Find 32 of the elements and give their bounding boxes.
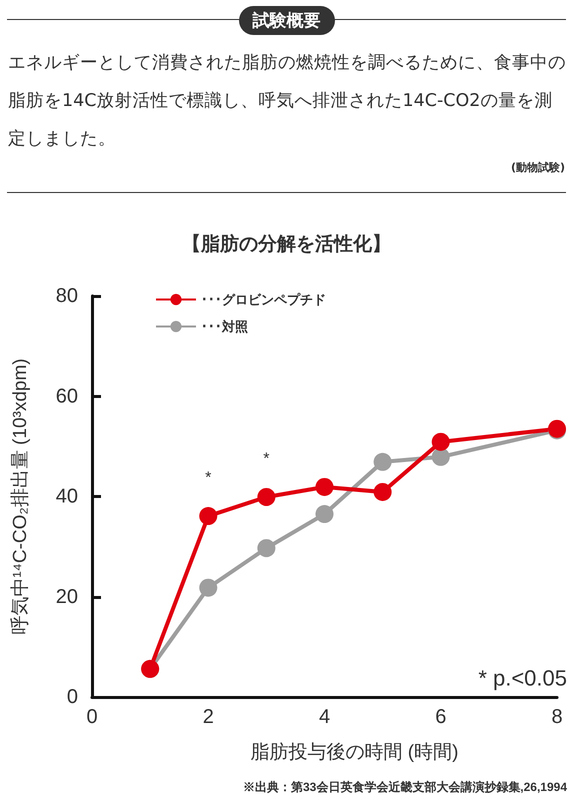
text: (動物試験) (510, 160, 565, 175)
chart-title: 【脂肪の分解を活性化】 (182, 233, 391, 255)
annotation: * p.<0.05 (478, 666, 567, 690)
y-tick-label: 80 (56, 285, 78, 307)
point (316, 478, 334, 496)
point (257, 539, 276, 558)
point (316, 505, 334, 524)
text: 試験概要 (238, 6, 334, 35)
text: エネルギーとして消費された脂肪の燃焼性を調べるために、食事中の脂肪を14C放射活性で標識し、呼気へ排泄された14C-CO2の量を測定しました。 (8, 52, 567, 151)
y-tick-label: 60 (56, 385, 78, 408)
point (374, 452, 392, 471)
y-tick-label: 0 (66, 686, 78, 708)
point (432, 448, 450, 466)
y-axis-title: 呼気中¹⁴C-CO₂排出量 (10³xdpm) (10, 358, 31, 635)
x-axis-title: 脂肪投与後の時間 (時間) (250, 742, 458, 763)
x-tick-label: 0 (86, 706, 98, 728)
legend-label: ･･･グロビンペプチド (201, 292, 326, 307)
legend-label: ･･･対照 (201, 319, 248, 334)
point (432, 432, 450, 451)
text: ※出典：第33会日英食学会近畿支部大会講演抄録集,26,1994 (242, 780, 568, 794)
point (199, 578, 218, 597)
y-tick-label: 40 (56, 486, 78, 508)
point (199, 507, 218, 526)
x-tick-label: 8 (551, 706, 563, 728)
x-tick-label: 6 (435, 706, 446, 728)
point (257, 488, 276, 506)
annotation: * (263, 450, 270, 468)
point (374, 482, 392, 501)
x-tick-label: 2 (202, 706, 214, 728)
annotation: * (205, 470, 212, 487)
y-tick-label: 20 (56, 586, 78, 608)
x-tick-label: 4 (318, 706, 330, 728)
